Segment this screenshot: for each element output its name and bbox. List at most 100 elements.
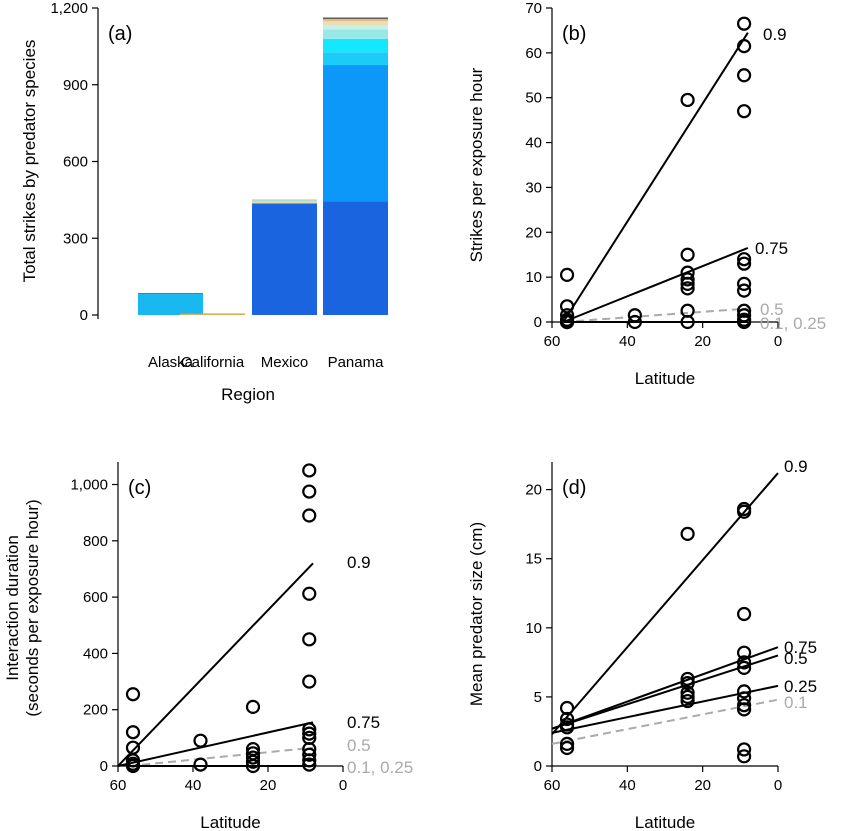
quantile-line-0-5 (129, 746, 314, 767)
data-point (736, 283, 752, 298)
quantile-line-0-9 (562, 32, 749, 323)
bar-segment-panama (323, 65, 388, 202)
x-tick-label: 20 (694, 333, 711, 350)
data-point (680, 526, 695, 541)
data-point (680, 272, 695, 287)
data-point (736, 660, 752, 675)
x-axis-label: Latitude (635, 813, 696, 831)
data-point (680, 92, 695, 108)
quantile-line-0-75 (117, 721, 314, 767)
quantile-label: 0.75 (755, 239, 788, 258)
quantile-label: 0.9 (347, 553, 371, 572)
data-point (736, 256, 752, 271)
data-point (736, 702, 752, 717)
data-point (680, 276, 695, 291)
data-point (736, 742, 752, 757)
data-point (302, 484, 317, 499)
data-point (302, 747, 317, 762)
x-tick-label-panama: Panama (328, 354, 385, 371)
data-point (680, 693, 695, 709)
data-point (559, 740, 575, 756)
panel-label: (c) (128, 477, 151, 499)
x-tick-label: 60 (110, 777, 127, 794)
bar-segment-panama (323, 29, 388, 39)
quantile-label: 0.9 (784, 457, 808, 476)
data-point (125, 687, 141, 702)
y-tick-label: 900 (63, 77, 88, 94)
x-tick-label-alaska: Alaska (148, 354, 194, 371)
data-point (302, 722, 317, 737)
y-tick-label: 0 (534, 314, 542, 331)
data-point (302, 632, 317, 647)
data-point (680, 314, 695, 330)
y-tick-label: 0 (534, 758, 542, 775)
quantile-label: 0.75 (347, 713, 380, 732)
data-point (736, 104, 752, 119)
x-axis-label: Latitude (635, 369, 696, 388)
data-point (736, 276, 752, 291)
quantile-label: 0.9 (763, 25, 787, 44)
quantile-line-0-9 (117, 562, 314, 767)
data-point (736, 16, 752, 31)
quantile-line-0-9 (551, 472, 779, 735)
x-axis-label: Latitude (200, 813, 261, 831)
x-tick-label: 0 (339, 777, 347, 794)
data-point (559, 711, 575, 727)
bar-segment-mexico (252, 200, 317, 204)
quantile-line-0-5 (563, 307, 748, 323)
y-axis-label-line1: Interaction duration (3, 535, 22, 681)
data-point (125, 758, 141, 774)
data-point (680, 281, 695, 296)
bar-segment-panama (323, 38, 388, 53)
data-point (125, 725, 141, 740)
data-point (302, 508, 317, 523)
data-point (736, 684, 752, 699)
quantile-label: 0.25 (784, 677, 817, 696)
data-point (736, 606, 752, 622)
y-tick-label: 70 (525, 0, 542, 17)
quantile-line-0-75 (562, 247, 749, 323)
y-tick-label: 0 (100, 758, 108, 775)
data-point (680, 247, 695, 262)
x-tick-label: 40 (185, 777, 202, 794)
data-point (559, 308, 575, 323)
bar-segment-panama (323, 21, 388, 26)
data-point (680, 685, 695, 700)
quantile-line-0-1 (551, 698, 779, 745)
data-point (559, 736, 575, 751)
bar-segment-panama (323, 52, 388, 66)
data-point (302, 674, 317, 689)
y-tick-label: 20 (525, 224, 542, 241)
quantile-label: 0.5 (760, 300, 784, 319)
quantile-label: 0.1, 0.25 (760, 314, 826, 333)
data-point (736, 504, 752, 519)
data-point (302, 757, 317, 772)
data-point (559, 314, 575, 330)
y-tick-label: 20 (525, 482, 542, 499)
bar-segment-panama (323, 201, 388, 315)
data-point (627, 308, 642, 323)
data-point (559, 299, 575, 314)
x-tick-label: 60 (544, 777, 561, 794)
y-tick-label: 10 (525, 620, 542, 637)
y-tick-label: 1,200 (50, 0, 88, 17)
panel-label: (a) (108, 23, 132, 45)
y-tick-label: 600 (63, 154, 88, 171)
panel-label: (b) (562, 23, 586, 45)
y-axis-label: Total strikes by predator species (20, 40, 39, 283)
x-tick-label-california: California (181, 354, 245, 371)
x-tick-label: 20 (260, 777, 277, 794)
data-point (302, 586, 317, 601)
panel-d-predator-size: 0 5 10 15 20 60 40 20 0 0.9 0.750.5 0.250.1 Latitude… (467, 457, 817, 831)
data-point (680, 689, 695, 705)
y-tick-label: 15 (525, 551, 542, 568)
x-tick-label: 20 (694, 777, 711, 794)
data-point (559, 267, 575, 282)
y-tick-label: 400 (83, 645, 108, 662)
y-tick-label: 800 (83, 533, 108, 550)
data-point (193, 757, 208, 772)
bar-segment-alaska (138, 293, 203, 315)
y-axis-label-line2: (seconds per exposure hour) (23, 499, 42, 716)
